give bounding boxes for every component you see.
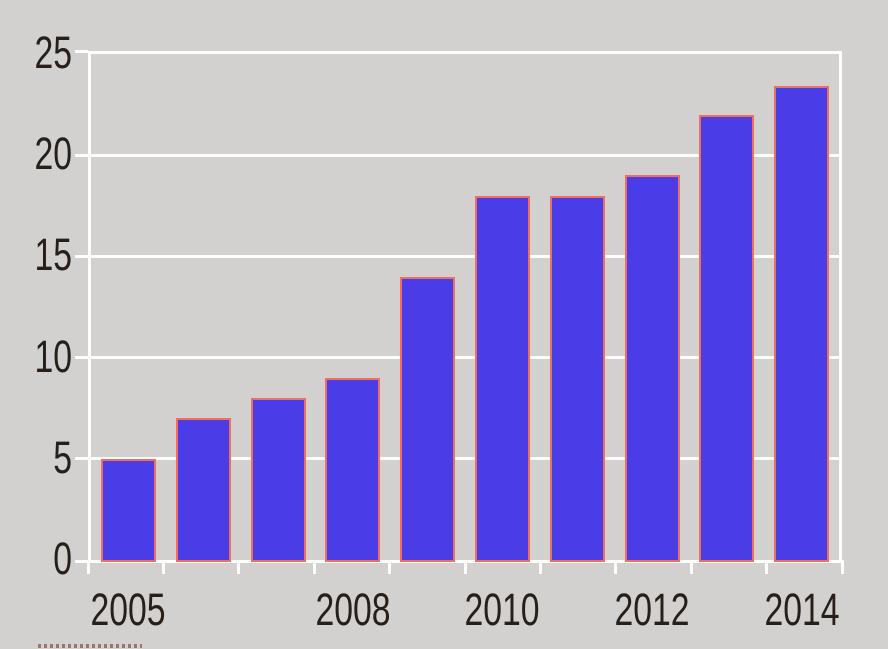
x-tick-mark — [689, 560, 693, 574]
y-axis-label-5: 5 — [53, 431, 72, 483]
y-tick-mark — [75, 457, 88, 461]
y-tick-mark — [75, 49, 88, 53]
bar-2010 — [474, 195, 530, 562]
bar-2013 — [699, 114, 755, 562]
y-axis-label-15: 15 — [34, 229, 72, 281]
x-tick-mark — [161, 560, 165, 574]
plot-area — [88, 51, 842, 563]
gridline-20 — [91, 153, 839, 157]
y-tick-mark — [75, 153, 88, 157]
x-axis-label-2014: 2014 — [764, 584, 840, 635]
bar-2014 — [774, 86, 830, 562]
y-axis-label-25: 25 — [34, 27, 72, 78]
x-tick-mark — [538, 560, 542, 574]
bar-2006 — [175, 418, 231, 562]
bar-2011 — [549, 195, 605, 562]
x-tick-mark — [388, 560, 392, 574]
bar-2012 — [624, 175, 680, 562]
y-axis-label-10: 10 — [34, 330, 72, 382]
gridline-15 — [91, 254, 839, 258]
x-axis-label-2005: 2005 — [90, 584, 166, 635]
x-tick-mark — [463, 560, 467, 574]
x-tick-mark — [765, 560, 769, 574]
x-axis-label-2010: 2010 — [464, 584, 540, 635]
x-tick-mark — [237, 560, 241, 574]
gridline-5 — [91, 457, 839, 461]
x-tick-mark — [614, 560, 618, 574]
y-tick-mark — [75, 356, 88, 360]
x-axis-label-2012: 2012 — [614, 584, 690, 635]
cutoff-text-sliver — [38, 644, 142, 648]
y-axis-label-20: 20 — [34, 128, 72, 180]
x-axis-label-2008: 2008 — [315, 584, 391, 635]
x-tick-mark — [86, 560, 90, 574]
bar-2005 — [100, 458, 156, 562]
y-axis-label-0: 0 — [53, 533, 72, 584]
x-tick-mark — [312, 560, 316, 574]
y-tick-mark — [75, 254, 88, 258]
bar-2009 — [400, 276, 456, 562]
y-tick-mark — [75, 559, 88, 563]
x-tick-mark — [840, 560, 844, 574]
gridline-10 — [91, 356, 839, 360]
bar-2008 — [325, 377, 381, 562]
bar-2007 — [250, 398, 306, 562]
